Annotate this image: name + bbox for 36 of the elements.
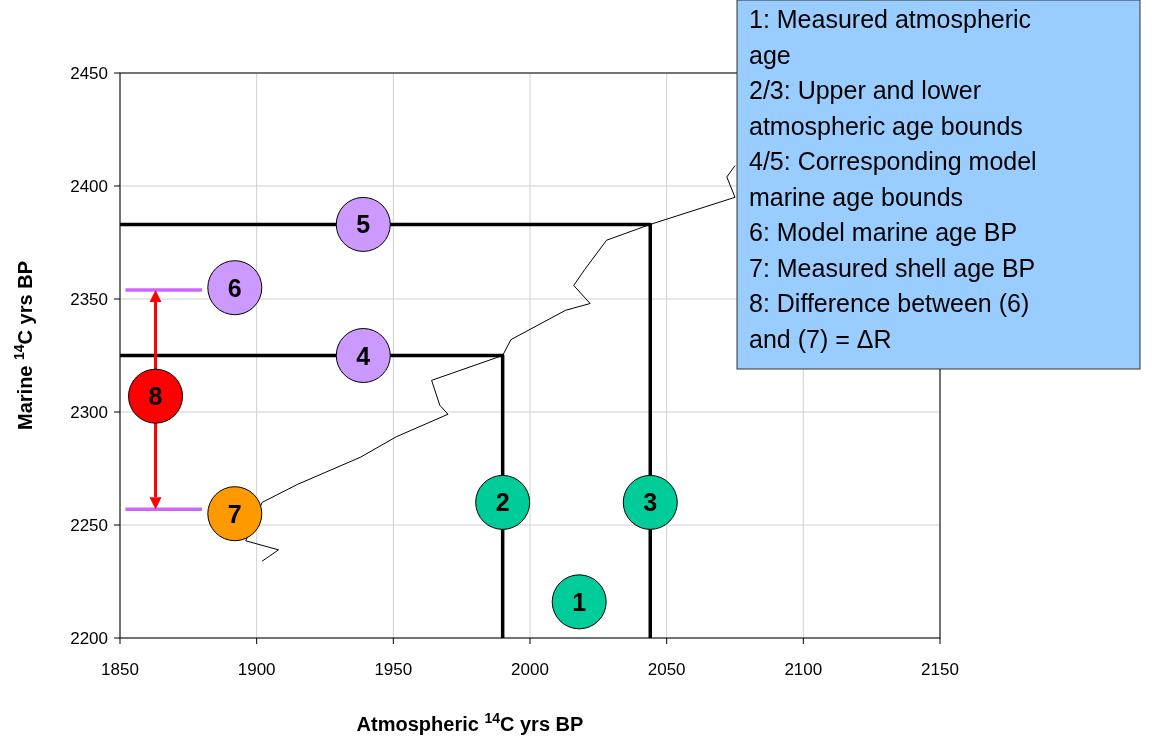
x-tick-label: 2100 <box>784 660 823 679</box>
series-label: 4 <box>356 341 371 370</box>
y-tick-label: 2400 <box>70 177 108 196</box>
annotation: 4/5: Corresponding model marine age bounds <box>749 147 1037 211</box>
y-tick-label: 2450 <box>70 64 108 83</box>
series-label: 5 <box>356 210 371 239</box>
point <box>335 196 391 252</box>
x-tick-label: 1900 <box>237 660 276 679</box>
x-axis-title: Atmospheric $^{14}$C yrs BP <box>356 710 584 735</box>
x-tick-label: 1850 <box>101 660 139 679</box>
annotation: 2/3: Upper and lower atmospheric age bounds <box>749 76 1023 140</box>
y-tick-label: 2200 <box>70 629 108 648</box>
point <box>622 474 678 530</box>
y-tick-label: 2350 <box>70 290 108 309</box>
point <box>128 368 184 424</box>
x-tick-label: 2050 <box>647 660 686 679</box>
y-tick-label: 2250 <box>70 516 108 535</box>
series-label: 6 <box>227 273 242 302</box>
series-label: 3 <box>643 488 658 517</box>
point <box>551 574 607 630</box>
x-tick-label: 2150 <box>921 660 959 679</box>
legend-label: 8 <box>148 382 163 411</box>
point <box>207 260 263 316</box>
x-tick-label: 2000 <box>511 660 549 679</box>
y-tick-label: 2300 <box>70 403 108 422</box>
point <box>207 486 263 542</box>
annotation: 7: Measured shell age BP <box>749 253 1036 282</box>
annotation: 8: Difference between (6) and (7) = ΔR <box>749 289 1030 353</box>
text: 1: Measured atmospheric age <box>749 5 1032 69</box>
x-tick-label: 1950 <box>374 660 413 679</box>
annotation: 6: Model marine age BP <box>749 218 1018 246</box>
series-label: 2 <box>495 488 510 517</box>
series-label: 7 <box>227 499 242 528</box>
series-label: 1 <box>572 587 587 616</box>
point <box>475 474 531 530</box>
point <box>335 328 391 383</box>
